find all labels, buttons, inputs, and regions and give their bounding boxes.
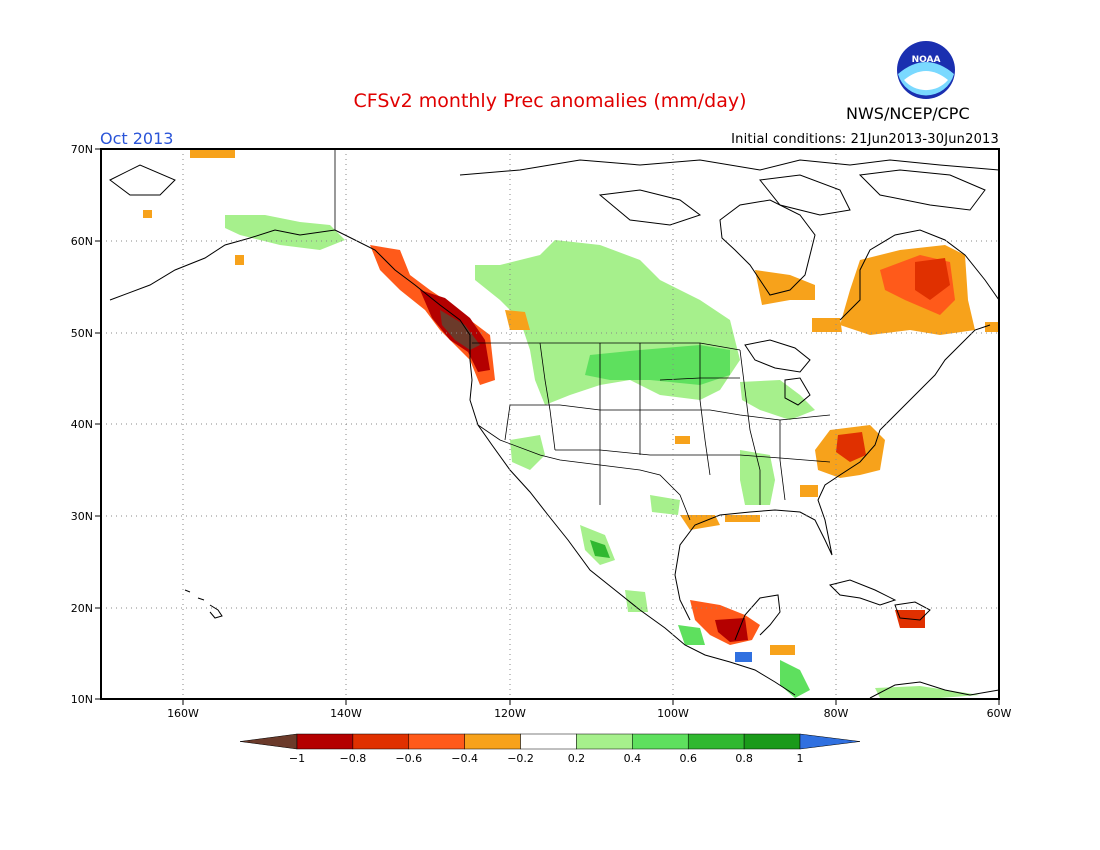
map-title: CFSv2 monthly Prec anomalies (mm/day) <box>353 90 747 112</box>
anomaly-patch <box>725 515 760 522</box>
colorbar-label: −0.8 <box>339 752 367 765</box>
anomaly-patch <box>143 210 152 218</box>
lon-label: 160W <box>167 707 199 720</box>
agency-label: NWS/NCEP/CPC <box>846 104 970 123</box>
anomaly-patch <box>985 322 999 332</box>
anomaly-patch <box>585 345 730 385</box>
colorbar-box <box>632 733 689 750</box>
anomaly-shading <box>143 150 999 698</box>
anomaly-patch <box>715 618 748 642</box>
anomaly-patch <box>650 495 680 515</box>
colorbar-box <box>743 733 801 750</box>
graticule <box>101 149 999 699</box>
colorbar-label: −0.4 <box>451 752 479 765</box>
colorbar-box <box>464 733 521 750</box>
anomaly-patch <box>800 485 818 497</box>
anomaly-patch <box>875 686 980 698</box>
anomaly-patch <box>770 645 795 655</box>
anomaly-patch <box>735 652 752 662</box>
colorbar-label: 0.8 <box>735 752 753 765</box>
noaa-logo-icon: NOAA <box>897 41 955 99</box>
anomaly-patch <box>740 450 775 505</box>
anomaly-patch <box>836 432 866 462</box>
colorbar-box <box>687 733 745 750</box>
anomaly-patch <box>235 255 244 265</box>
anomaly-patch <box>678 625 705 645</box>
anomaly-patch <box>675 436 690 444</box>
colorbar-label: 1 <box>796 752 804 765</box>
colorbar-label: −0.6 <box>395 752 423 765</box>
lon-label: 140W <box>330 707 362 720</box>
anomaly-patch <box>812 318 842 332</box>
anomaly-patch <box>740 380 815 420</box>
colorbar-label: 0.4 <box>623 752 642 765</box>
anomaly-patch <box>755 270 815 305</box>
lon-label: 120W <box>494 707 526 720</box>
coastlines <box>109 159 999 699</box>
anomaly-patch <box>590 540 610 558</box>
anomaly-patch <box>915 258 950 300</box>
lat-label: 30N <box>71 510 93 523</box>
colorbar-label: 0.2 <box>567 752 586 765</box>
lat-label: 20N <box>71 602 93 615</box>
colorbar-box <box>352 733 410 750</box>
colorbar-box <box>296 733 354 750</box>
lat-label: 40N <box>71 418 93 431</box>
lat-label: 50N <box>71 327 93 340</box>
colorbar-label: 0.6 <box>679 752 697 765</box>
borders <box>334 150 831 521</box>
colorbar-arrow-low <box>239 733 298 750</box>
lon-label: 60W <box>987 707 1012 720</box>
colorbar-arrow-high <box>799 733 861 750</box>
colorbar-box <box>576 733 633 750</box>
colorbar-label: −1 <box>288 752 306 765</box>
colorbar <box>239 733 861 750</box>
anomaly-patch <box>510 435 545 470</box>
anomaly-patch <box>190 150 235 158</box>
lat-label: 10N <box>71 693 93 706</box>
logo-text: NOAA <box>912 55 941 65</box>
lat-label: 60N <box>71 235 93 248</box>
anomaly-patch <box>505 310 530 330</box>
colorbar-box <box>408 733 465 750</box>
lon-label: 100W <box>657 707 689 720</box>
colorbar-box <box>520 733 577 750</box>
anomaly-patch <box>780 660 810 698</box>
lon-label: 80W <box>824 707 849 720</box>
axis-ticks <box>95 148 1000 705</box>
valid-month-label: Oct 2013 <box>100 129 174 148</box>
colorbar-label: −0.2 <box>507 752 534 765</box>
anomaly-patch <box>625 590 648 612</box>
lat-label: 70N <box>71 143 93 156</box>
initial-conditions-label: Initial conditions: 21Jun2013-30Jun2013 <box>731 132 999 147</box>
